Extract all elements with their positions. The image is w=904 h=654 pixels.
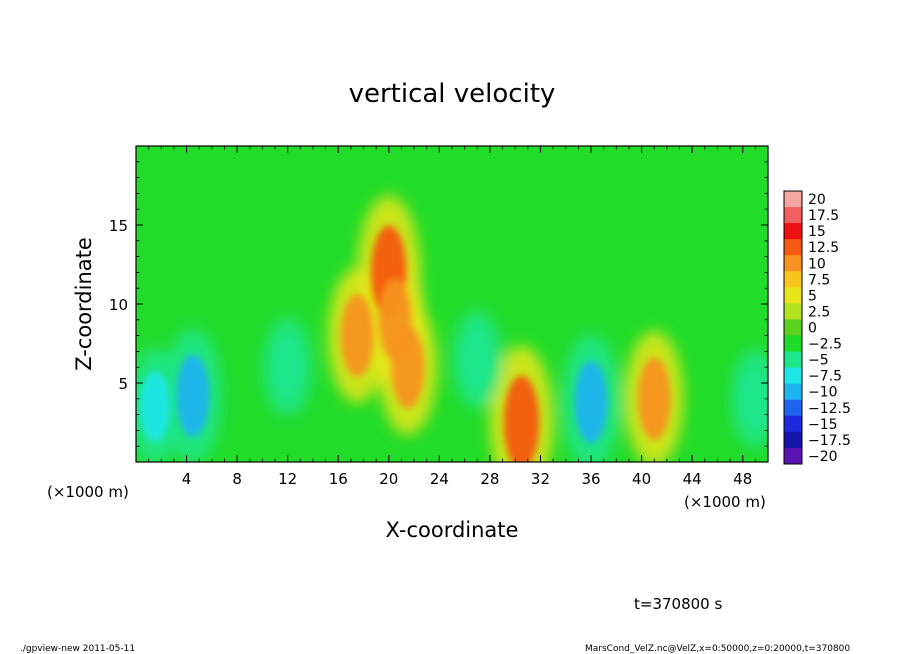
- colorbar-label-10: −5: [808, 353, 829, 369]
- field-cores: [139, 225, 768, 462]
- colorbar-label-13: −12.5: [808, 401, 851, 417]
- field-core-10: [463, 329, 492, 390]
- x-tick-label-5: 24: [430, 470, 449, 488]
- velocity-field: [136, 195, 768, 462]
- colorbar-swatch-15: [784, 431, 802, 449]
- field-core-6: [176, 354, 210, 437]
- colorbar-swatch-1: [784, 207, 802, 224]
- x-tick-label-4: 20: [379, 470, 398, 488]
- colorbar-label-3: 12.5: [808, 240, 839, 256]
- colorbar-swatch-8: [784, 319, 802, 337]
- colorbar-swatch-6: [784, 287, 802, 304]
- colorbar-label-5: 7.5: [808, 272, 830, 288]
- x-unit-right: (×1000 m): [684, 493, 766, 511]
- colorbar-swatch-3: [784, 239, 802, 256]
- colorbar-label-1: 17.5: [808, 208, 839, 224]
- colorbar-label-9: −2.5: [808, 337, 842, 353]
- colorbar-label-12: −10: [808, 385, 838, 401]
- x-unit-left: (×1000 m): [47, 483, 129, 501]
- x-axis-label: X-coordinate: [386, 518, 519, 542]
- colorbar-swatch-4: [784, 255, 802, 272]
- x-tick-label-7: 32: [531, 470, 550, 488]
- colorbar-swatch-5: [784, 271, 802, 288]
- field-core-9: [273, 337, 302, 398]
- x-tick-label-8: 36: [581, 470, 600, 488]
- colorbar-label-8: 0: [808, 321, 817, 337]
- time-label: t=370800 s: [634, 595, 722, 613]
- x-tick-label-6: 28: [480, 470, 499, 488]
- x-tick-label-3: 16: [329, 470, 348, 488]
- field-core-5: [637, 357, 671, 440]
- field-core-7: [574, 360, 608, 444]
- y-tick-label-1: 10: [109, 296, 128, 314]
- colorbar-frame: [783, 190, 803, 465]
- colorbar-label-0: 20: [808, 192, 826, 208]
- colorbar-swatch-7: [784, 303, 802, 320]
- field-core-11: [741, 368, 768, 429]
- footer-right: MarsCond_VelZ.nc@VelZ,x=0:50000,z=0:2000…: [585, 644, 850, 654]
- x-tick-label-11: 48: [733, 470, 752, 488]
- colorbar-swatch-2: [784, 223, 802, 240]
- x-axis: 4 8 12 16 20 24 28 32 36 40 44 48: [135, 146, 769, 488]
- field-core-8: [139, 371, 171, 443]
- colorbar-swatch-0: [784, 191, 802, 208]
- x-tick-label-10: 44: [683, 470, 702, 488]
- chart-title: vertical velocity: [349, 79, 556, 109]
- footer-left: ./gpview-new 2011-05-11: [20, 644, 135, 654]
- colorbar-swatch-14: [784, 415, 802, 433]
- colorbar-label-4: 10: [808, 256, 826, 272]
- y-tick-label-0: 5: [118, 375, 128, 393]
- colorbar-swatch-11: [784, 367, 802, 385]
- x-tick-label-1: 8: [232, 470, 242, 488]
- plot-area: [136, 146, 768, 462]
- colorbar-label-11: −7.5: [808, 369, 842, 385]
- y-axis: 5 10 15: [109, 145, 768, 463]
- colorbar-label-6: 5: [808, 288, 817, 304]
- colorbar-swatch-9: [784, 335, 802, 353]
- colorbar-swatch-16: [784, 447, 802, 465]
- colorbar-label-7: 2.5: [808, 304, 830, 320]
- x-tick-label-0: 4: [182, 470, 192, 488]
- y-tick-label-2: 15: [109, 217, 128, 235]
- field-core-4: [503, 375, 540, 462]
- colorbar-swatch-12: [784, 383, 802, 401]
- x-tick-label-9: 40: [632, 470, 651, 488]
- colorbar: 2017.51512.5107.552.50−2.5−5−7.5−10−12.5…: [783, 190, 851, 465]
- field-core-3: [340, 294, 374, 377]
- colorbar-swatch-13: [784, 399, 802, 417]
- colorbar-label-16: −20: [808, 449, 838, 465]
- x-tick-label-2: 12: [278, 470, 297, 488]
- colorbar-label-2: 15: [808, 224, 826, 240]
- colorbar-swatch-10: [784, 351, 802, 369]
- colorbar-label-14: −15: [808, 417, 838, 433]
- y-axis-label: Z-coordinate: [72, 237, 96, 371]
- field-core-2: [391, 326, 425, 409]
- colorbar-label-15: −17.5: [808, 433, 851, 449]
